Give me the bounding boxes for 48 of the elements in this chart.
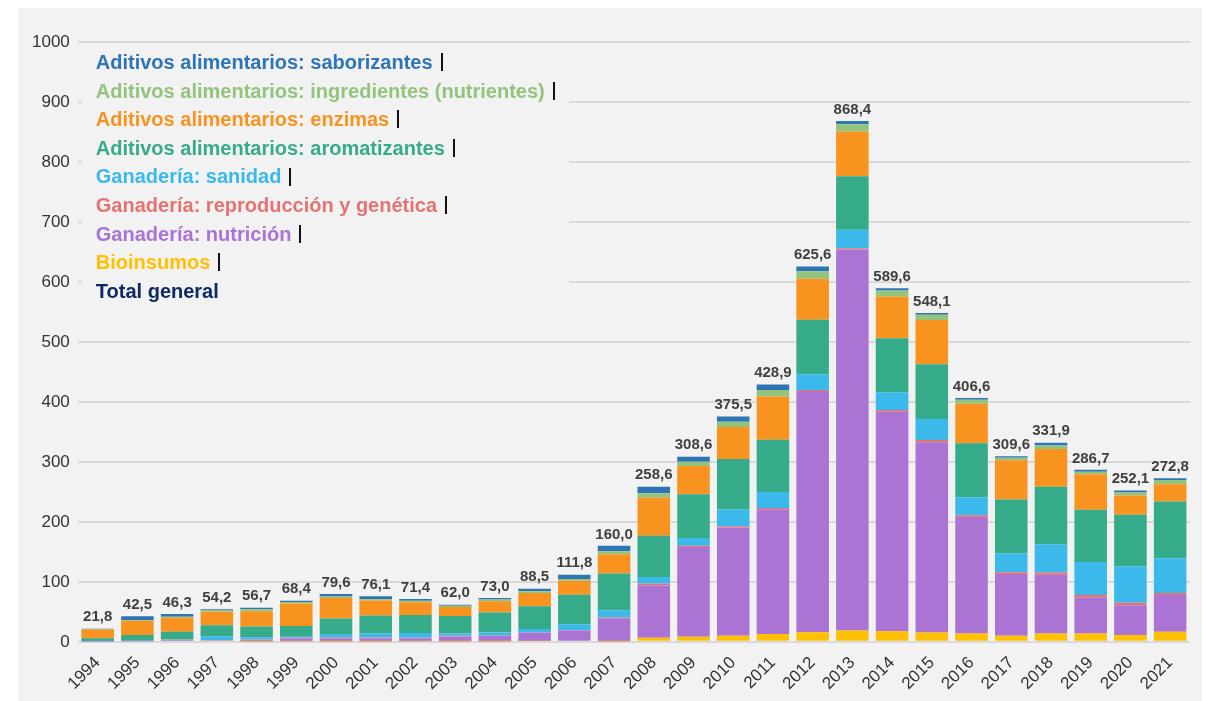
text: Ganadería: reproducción y genética <box>95 192 438 218</box>
total-label: 56,7 <box>241 586 272 604</box>
text: Aditivos alimentarios: saborizantes <box>95 50 433 75</box>
text: Ganadería: sanidad <box>95 164 282 190</box>
y-tick-label: 600 <box>41 271 70 291</box>
total-label: 272,8 <box>1151 456 1189 474</box>
total-label: 428,9 <box>754 363 792 381</box>
total-label: 868,4 <box>833 99 872 117</box>
total-label: 46,3 <box>162 592 192 610</box>
total-label: 589,6 <box>873 266 911 284</box>
annotation: Total general <box>95 278 219 304</box>
total-label: 309,6 <box>992 434 1031 452</box>
total-label: 252,1 <box>1111 469 1150 487</box>
text: Aditivos alimentarios: ingredientes (nutrientes) <box>95 78 545 104</box>
total-label: 406,6 <box>952 376 991 394</box>
y-tick-label: 500 <box>41 331 70 351</box>
total-label: 21,8 <box>83 607 113 625</box>
total-label: 76,1 <box>361 574 391 592</box>
text: Aditivos alimentarios: enzimas <box>95 107 390 133</box>
text: Ganadería: nutrición <box>95 221 292 247</box>
total-label: 73,0 <box>480 576 510 594</box>
total-label: 258,6 <box>635 465 673 483</box>
total-label: 79,6 <box>321 572 351 590</box>
total-label: 111,8 <box>556 553 593 571</box>
y-tick-label: 1000 <box>31 31 70 51</box>
total-label: 331,9 <box>1032 421 1070 439</box>
total-label: 88,5 <box>520 567 550 585</box>
y-tick-label: 800 <box>41 151 70 171</box>
y-tick-label: 100 <box>41 571 70 591</box>
text: Aditivos alimentarios: aromatizantes <box>95 135 445 161</box>
y-tick-label: 0 <box>60 631 70 651</box>
total-label: 375,5 <box>714 395 752 413</box>
total-label: 308,6 <box>674 435 713 453</box>
total-label: 54,2 <box>202 587 232 605</box>
total-label: 548,1 <box>913 291 951 309</box>
total-label: 625,6 <box>793 245 832 263</box>
y-tick-label: 400 <box>41 391 70 411</box>
total-label: 71,4 <box>400 577 431 595</box>
text: Bioinsumos <box>95 250 211 276</box>
y-tick-label: 900 <box>41 91 70 111</box>
y-tick-label: 300 <box>41 451 70 471</box>
y-tick-label: 200 <box>41 511 70 531</box>
total-label: 160,0 <box>595 524 633 542</box>
total-label: 286,7 <box>1071 448 1110 466</box>
total-label: 62,0 <box>440 583 470 601</box>
total-label: 42,5 <box>122 594 152 612</box>
y-tick-label: 700 <box>41 211 70 231</box>
total-label: 68,4 <box>281 579 312 597</box>
